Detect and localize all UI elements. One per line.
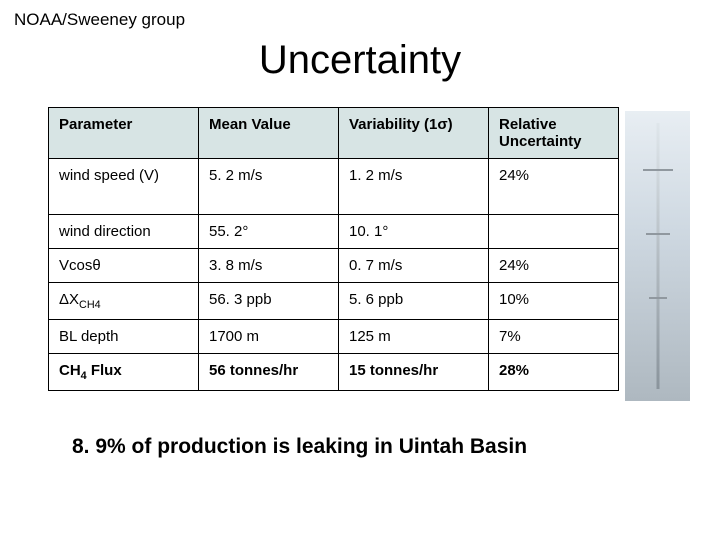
table-cell: 125 m bbox=[339, 320, 489, 354]
table-cell: 24% bbox=[489, 249, 619, 283]
tower-pole-shape bbox=[656, 123, 659, 390]
table-cell: 5. 6 ppb bbox=[339, 283, 489, 320]
table-row: wind speed (V)5. 2 m/s1. 2 m/s24% bbox=[49, 159, 619, 215]
table-row: CH4 Flux56 tonnes/hr15 tonnes/hr28% bbox=[49, 354, 619, 391]
table-cell: 5. 2 m/s bbox=[199, 159, 339, 215]
table-header: Mean Value bbox=[199, 108, 339, 159]
tower-crossbar-shape bbox=[643, 169, 673, 171]
table-cell: BL depth bbox=[49, 320, 199, 354]
table-cell: 3. 8 m/s bbox=[199, 249, 339, 283]
tower-image bbox=[625, 111, 690, 401]
table-cell: 55. 2° bbox=[199, 215, 339, 249]
tower-crossbar-shape bbox=[646, 233, 670, 235]
table-cell: 10% bbox=[489, 283, 619, 320]
uncertainty-table-wrap: Parameter Mean Value Variability (1σ) Re… bbox=[48, 107, 619, 391]
table-row: Vcosθ3. 8 m/s0. 7 m/s24% bbox=[49, 249, 619, 283]
table-cell: 10. 1° bbox=[339, 215, 489, 249]
table-cell: 56. 3 ppb bbox=[199, 283, 339, 320]
table-cell: 24% bbox=[489, 159, 619, 215]
table-header: Parameter bbox=[49, 108, 199, 159]
table-cell bbox=[489, 215, 619, 249]
table-header-row: Parameter Mean Value Variability (1σ) Re… bbox=[49, 108, 619, 159]
table-header: Variability (1σ) bbox=[339, 108, 489, 159]
table-row: BL depth1700 m125 m7% bbox=[49, 320, 619, 354]
table-row: ΔXCH456. 3 ppb5. 6 ppb10% bbox=[49, 283, 619, 320]
uncertainty-table: Parameter Mean Value Variability (1σ) Re… bbox=[48, 107, 619, 391]
table-cell: 1. 2 m/s bbox=[339, 159, 489, 215]
table-cell: 28% bbox=[489, 354, 619, 391]
table-header: Relative Uncertainty bbox=[489, 108, 619, 159]
table-cell: wind speed (V) bbox=[49, 159, 199, 215]
table-cell: 15 tonnes/hr bbox=[339, 354, 489, 391]
table-row: wind direction55. 2°10. 1° bbox=[49, 215, 619, 249]
content-row: Parameter Mean Value Variability (1σ) Re… bbox=[12, 107, 708, 401]
table-cell: 1700 m bbox=[199, 320, 339, 354]
table-cell: 56 tonnes/hr bbox=[199, 354, 339, 391]
table-body: wind speed (V)5. 2 m/s1. 2 m/s24%wind di… bbox=[49, 159, 619, 391]
corner-label: NOAA/Sweeney group bbox=[14, 10, 708, 30]
table-cell: 0. 7 m/s bbox=[339, 249, 489, 283]
table-cell: CH4 Flux bbox=[49, 354, 199, 391]
table-cell: Vcosθ bbox=[49, 249, 199, 283]
table-cell: ΔXCH4 bbox=[49, 283, 199, 320]
tower-crossbar-shape bbox=[649, 297, 667, 299]
slide-title: Uncertainty bbox=[12, 38, 708, 83]
conclusion-text: 8. 9% of production is leaking in Uintah… bbox=[72, 435, 708, 459]
table-cell: wind direction bbox=[49, 215, 199, 249]
slide: NOAA/Sweeney group Uncertainty Parameter… bbox=[0, 0, 720, 540]
table-cell: 7% bbox=[489, 320, 619, 354]
